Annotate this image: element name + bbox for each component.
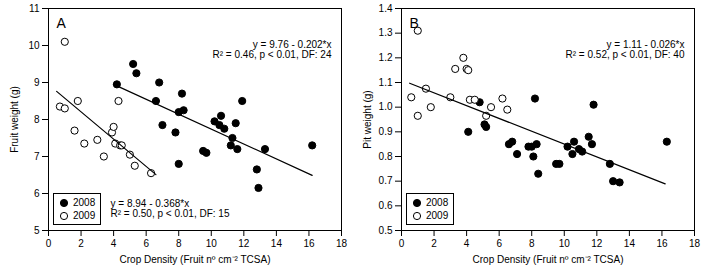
svg-text:0: 0: [46, 238, 52, 249]
svg-text:7: 7: [34, 151, 40, 162]
svg-text:8: 8: [529, 238, 535, 249]
svg-text:9: 9: [34, 77, 40, 88]
svg-text:6: 6: [34, 188, 40, 199]
svg-text:0.9: 0.9: [379, 126, 393, 137]
svg-text:8: 8: [34, 114, 40, 125]
svg-text:14: 14: [624, 238, 636, 249]
svg-text:0.6: 0.6: [379, 200, 393, 211]
svg-text:4: 4: [111, 238, 117, 249]
svg-text:2: 2: [78, 238, 84, 249]
svg-text:1.4: 1.4: [379, 3, 393, 14]
svg-text:1.0: 1.0: [379, 101, 393, 112]
svg-text:16: 16: [656, 238, 668, 249]
svg-text:11: 11: [29, 3, 40, 14]
html-text:2009: 2009: [426, 210, 449, 221]
svg-text:1.3: 1.3: [379, 27, 393, 38]
svg-text:18: 18: [336, 238, 348, 249]
svg-text:2: 2: [431, 238, 437, 249]
svg-text:10: 10: [28, 40, 40, 51]
svg-text:1.1: 1.1: [379, 77, 393, 88]
svg-text:y = 8.94 - 0.368*xR² = 0.50, p: y = 8.94 - 0.368*xR² = 0.50, p < 0.01, D…: [111, 198, 230, 219]
svg-text:A: A: [57, 15, 67, 31]
svg-text:10: 10: [206, 238, 218, 249]
svg-text:0: 0: [399, 238, 405, 249]
html-text:2008: 2008: [426, 197, 449, 208]
svg-text:4: 4: [464, 238, 470, 249]
svg-text:6: 6: [496, 238, 502, 249]
svg-text:8: 8: [176, 238, 182, 249]
html-text:2009: 2009: [73, 210, 96, 221]
svg-text:12: 12: [238, 238, 250, 249]
svg-text:14: 14: [271, 238, 283, 249]
svg-text:y = 9.76 - 0.202*xR² = 0.46, p: y = 9.76 - 0.202*xR² = 0.46, p < 0.01, D…: [213, 39, 332, 60]
svg-text:Crop Density (Fruit nº cm⁻² TC: Crop Density (Fruit nº cm⁻² TCSA): [120, 254, 271, 265]
svg-text:0.8: 0.8: [379, 151, 393, 162]
svg-text:6: 6: [143, 238, 149, 249]
svg-text:B: B: [410, 15, 419, 31]
svg-text:0.5: 0.5: [379, 225, 393, 236]
svg-text:10: 10: [559, 238, 571, 249]
svg-text:Fruit weight (g): Fruit weight (g): [9, 86, 20, 153]
svg-text:Pit weight (g): Pit weight (g): [362, 90, 373, 148]
svg-text:5: 5: [34, 225, 40, 236]
svg-text:y = 1.11 - 0.026*xR² = 0.52, p: y = 1.11 - 0.026*xR² = 0.52, p < 0.01, D…: [566, 39, 685, 60]
svg-text:1.2: 1.2: [379, 52, 393, 63]
svg-text:18: 18: [689, 238, 701, 249]
svg-text:16: 16: [303, 238, 315, 249]
html-text:2008: 2008: [73, 197, 96, 208]
svg-text:0.7: 0.7: [379, 175, 393, 186]
svg-text:12: 12: [591, 238, 603, 249]
svg-text:Crop Density (Fruit nº cm⁻² TC: Crop Density (Fruit nº cm⁻² TCSA): [473, 254, 624, 265]
